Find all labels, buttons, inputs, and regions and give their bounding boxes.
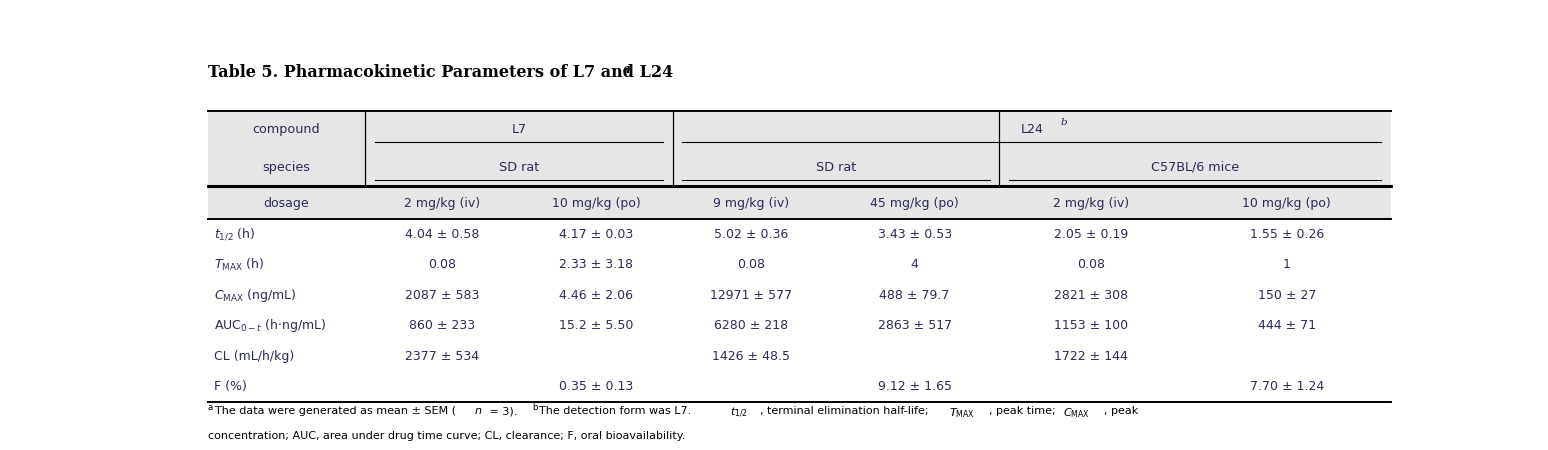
Text: 2.33 ± 3.18: 2.33 ± 3.18: [559, 258, 633, 271]
Text: 10 mg/kg (po): 10 mg/kg (po): [551, 197, 641, 210]
Text: , terminal elimination half-life;: , terminal elimination half-life;: [760, 406, 932, 416]
Text: 860 ± 233: 860 ± 233: [409, 319, 475, 332]
Text: The detection form was L7.: The detection form was L7.: [539, 406, 695, 416]
Bar: [207, 219, 1390, 249]
Text: 1426 ± 48.5: 1426 ± 48.5: [712, 350, 791, 363]
Text: CL (mL/h/kg): CL (mL/h/kg): [214, 350, 294, 363]
Text: 0.08: 0.08: [1077, 258, 1105, 271]
Bar: [207, 249, 1390, 280]
Text: 0.08: 0.08: [737, 258, 765, 271]
Text: 4.46 ± 2.06: 4.46 ± 2.06: [559, 288, 633, 302]
Bar: [207, 188, 1390, 219]
Text: 9.12 ± 1.65: 9.12 ± 1.65: [878, 380, 952, 393]
Text: 12971 ± 577: 12971 ± 577: [711, 288, 793, 302]
Text: 2377 ± 534: 2377 ± 534: [406, 350, 480, 363]
Text: 3.43 ± 0.53: 3.43 ± 0.53: [878, 228, 952, 241]
Text: $t_{1/2}$ (h): $t_{1/2}$ (h): [214, 226, 255, 242]
Text: $t_{1/2}$: $t_{1/2}$: [729, 406, 748, 420]
Text: = 3).: = 3).: [486, 406, 522, 416]
Text: $T_{\rm MAX}$ (h): $T_{\rm MAX}$ (h): [214, 256, 265, 273]
Bar: [207, 148, 1390, 186]
Text: compound: compound: [252, 123, 320, 136]
Text: n: n: [474, 406, 481, 416]
Text: 444 ± 71: 444 ± 71: [1257, 319, 1316, 332]
Text: AUC$_{0-t}$ (h$\cdot$ng/mL): AUC$_{0-t}$ (h$\cdot$ng/mL): [214, 317, 327, 334]
Text: b: b: [533, 403, 537, 412]
Text: 2821 ± 308: 2821 ± 308: [1054, 288, 1128, 302]
Text: 1153 ± 100: 1153 ± 100: [1054, 319, 1128, 332]
Text: L7: L7: [511, 123, 526, 136]
Text: 2 mg/kg (iv): 2 mg/kg (iv): [404, 197, 480, 210]
Text: 150 ± 27: 150 ± 27: [1257, 288, 1316, 302]
Bar: [207, 310, 1390, 341]
Text: 10 mg/kg (po): 10 mg/kg (po): [1243, 197, 1331, 210]
Text: F (%): F (%): [214, 380, 246, 393]
Bar: [207, 111, 1390, 148]
Text: concentration; AUC, area under drug time curve; CL, clearance; F, oral bioavaila: concentration; AUC, area under drug time…: [207, 431, 686, 441]
Text: L24: L24: [1020, 123, 1043, 136]
Text: 0.35 ± 0.13: 0.35 ± 0.13: [559, 380, 633, 393]
Text: 1722 ± 144: 1722 ± 144: [1054, 350, 1128, 363]
Text: 2863 ± 517: 2863 ± 517: [878, 319, 952, 332]
Text: 6280 ± 218: 6280 ± 218: [714, 319, 788, 332]
Text: b: b: [1060, 118, 1067, 127]
Text: 2087 ± 583: 2087 ± 583: [406, 288, 480, 302]
Text: SD rat: SD rat: [498, 161, 539, 174]
Text: species: species: [263, 161, 311, 174]
Text: Table 5. Pharmacokinetic Parameters of L7 and L24: Table 5. Pharmacokinetic Parameters of L…: [207, 64, 673, 81]
Text: , peak: , peak: [1104, 406, 1138, 416]
Text: 1: 1: [1283, 258, 1291, 271]
Text: SD rat: SD rat: [816, 161, 856, 174]
Text: 488 ± 79.7: 488 ± 79.7: [879, 288, 950, 302]
Text: 0.08: 0.08: [429, 258, 457, 271]
Text: a: a: [207, 403, 214, 412]
Text: 15.2 ± 5.50: 15.2 ± 5.50: [559, 319, 633, 332]
Text: a: a: [622, 63, 630, 76]
Bar: [207, 341, 1390, 371]
Text: C57BL/6 mice: C57BL/6 mice: [1152, 161, 1238, 174]
Text: 1.55 ± 0.26: 1.55 ± 0.26: [1249, 228, 1324, 241]
Text: $C_{\rm MAX}$ (ng/mL): $C_{\rm MAX}$ (ng/mL): [214, 287, 296, 304]
Text: The data were generated as mean ± SEM (: The data were generated as mean ± SEM (: [215, 406, 457, 416]
Text: 4: 4: [910, 258, 918, 271]
Text: 7.70 ± 1.24: 7.70 ± 1.24: [1249, 380, 1324, 393]
Bar: [207, 371, 1390, 402]
Text: $T_{\rm MAX}$: $T_{\rm MAX}$: [949, 406, 975, 420]
Text: 4.04 ± 0.58: 4.04 ± 0.58: [406, 228, 480, 241]
Text: 9 mg/kg (iv): 9 mg/kg (iv): [714, 197, 789, 210]
Text: , peak time;: , peak time;: [989, 406, 1059, 416]
Text: dosage: dosage: [263, 197, 310, 210]
Text: 4.17 ± 0.03: 4.17 ± 0.03: [559, 228, 633, 241]
Text: $C_{\rm MAX}$: $C_{\rm MAX}$: [1063, 406, 1090, 420]
Text: 2.05 ± 0.19: 2.05 ± 0.19: [1054, 228, 1128, 241]
Text: 5.02 ± 0.36: 5.02 ± 0.36: [714, 228, 788, 241]
Bar: [207, 280, 1390, 310]
Text: 45 mg/kg (po): 45 mg/kg (po): [870, 197, 960, 210]
Text: 2 mg/kg (iv): 2 mg/kg (iv): [1053, 197, 1128, 210]
